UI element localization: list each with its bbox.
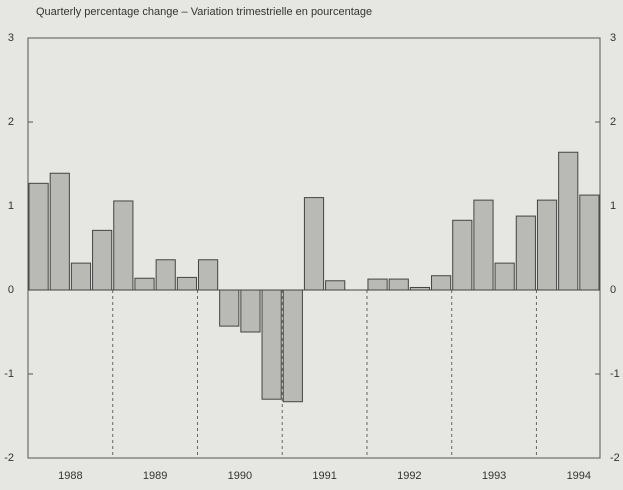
plot-frame xyxy=(27,37,601,459)
bar xyxy=(303,197,325,291)
bar xyxy=(431,275,452,291)
x-tick-label: 1993 xyxy=(482,470,506,482)
y-tick-label: 0 xyxy=(8,284,14,296)
y-tick-label: 3 xyxy=(8,32,14,44)
bar xyxy=(367,278,388,291)
x-tick-label: 1992 xyxy=(397,470,421,482)
y-tick-label: -2 xyxy=(4,452,14,464)
bar xyxy=(92,229,113,291)
bar xyxy=(325,280,346,291)
bar xyxy=(197,259,219,291)
bar xyxy=(155,259,176,291)
bar xyxy=(261,289,282,400)
bar xyxy=(473,199,494,291)
bar xyxy=(536,199,558,291)
y-tick-label: 1 xyxy=(8,200,14,212)
bar xyxy=(409,286,431,291)
bar xyxy=(219,289,240,327)
y2-tick-label: -2 xyxy=(610,452,620,464)
bar xyxy=(28,182,49,291)
y2-tick-label: 1 xyxy=(610,200,616,212)
y2-tick-label: -1 xyxy=(610,368,620,380)
y2-tick-label: 3 xyxy=(610,32,616,44)
bar xyxy=(579,194,600,291)
y2-tick-label: 2 xyxy=(610,116,616,128)
x-tick-label: 1994 xyxy=(567,470,591,482)
bar xyxy=(176,276,197,291)
bar xyxy=(49,172,70,291)
x-tick-label: 1989 xyxy=(143,470,167,482)
bar xyxy=(70,262,92,291)
x-tick-label: 1991 xyxy=(312,470,336,482)
y2-tick-label: 0 xyxy=(610,284,616,296)
bar xyxy=(113,200,134,291)
bar xyxy=(494,262,515,291)
x-tick-label: 1988 xyxy=(58,470,82,482)
y-tick-label: -1 xyxy=(4,368,14,380)
bar xyxy=(452,219,473,291)
y-tick-label: 2 xyxy=(8,116,14,128)
chart-title: Quarterly percentage change – Variation … xyxy=(36,6,372,18)
bar xyxy=(282,289,303,403)
bar xyxy=(134,277,155,291)
bar xyxy=(240,289,261,333)
bar xyxy=(388,278,409,291)
x-tick-label: 1990 xyxy=(228,470,252,482)
bar xyxy=(558,151,579,291)
bar xyxy=(515,215,536,291)
